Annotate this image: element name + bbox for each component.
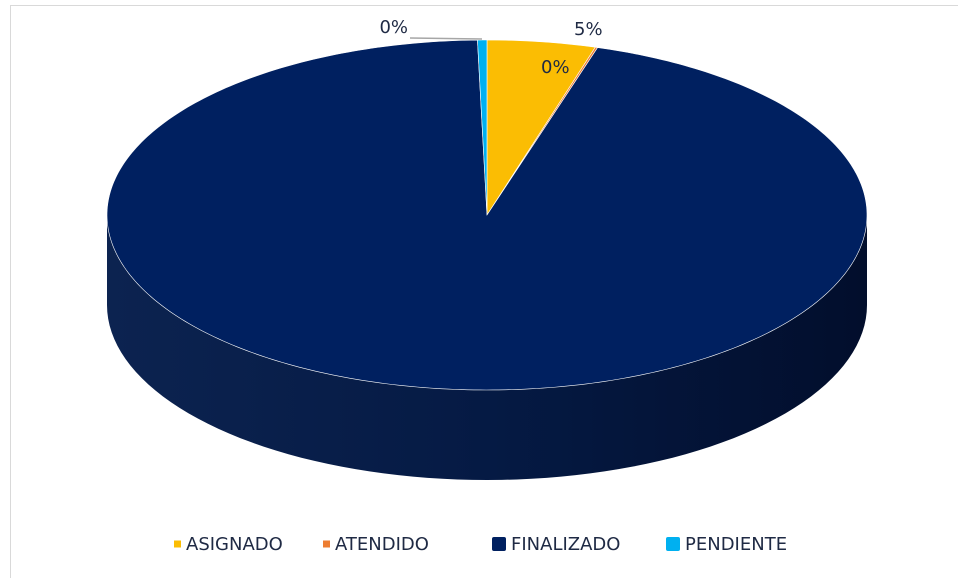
slice-side bbox=[107, 215, 867, 480]
legend-label: ASIGNADO bbox=[186, 534, 283, 555]
legend-label: ATENDIDO bbox=[335, 534, 429, 555]
legend-swatch bbox=[492, 537, 506, 551]
data-label: 0% bbox=[541, 57, 570, 78]
chart-border bbox=[10, 5, 958, 578]
data-label: 0% bbox=[379, 17, 408, 38]
legend-swatch bbox=[666, 537, 680, 551]
legend-label: FINALIZADO bbox=[511, 534, 620, 555]
leader-line bbox=[409, 37, 483, 40]
legend-swatch bbox=[323, 540, 330, 548]
slice bbox=[106, 39, 868, 391]
legend-swatch bbox=[174, 540, 181, 548]
data-label: 5% bbox=[574, 19, 603, 40]
slice bbox=[486, 39, 596, 217]
slice bbox=[477, 39, 488, 216]
legend-label: PENDIENTE bbox=[685, 534, 787, 555]
